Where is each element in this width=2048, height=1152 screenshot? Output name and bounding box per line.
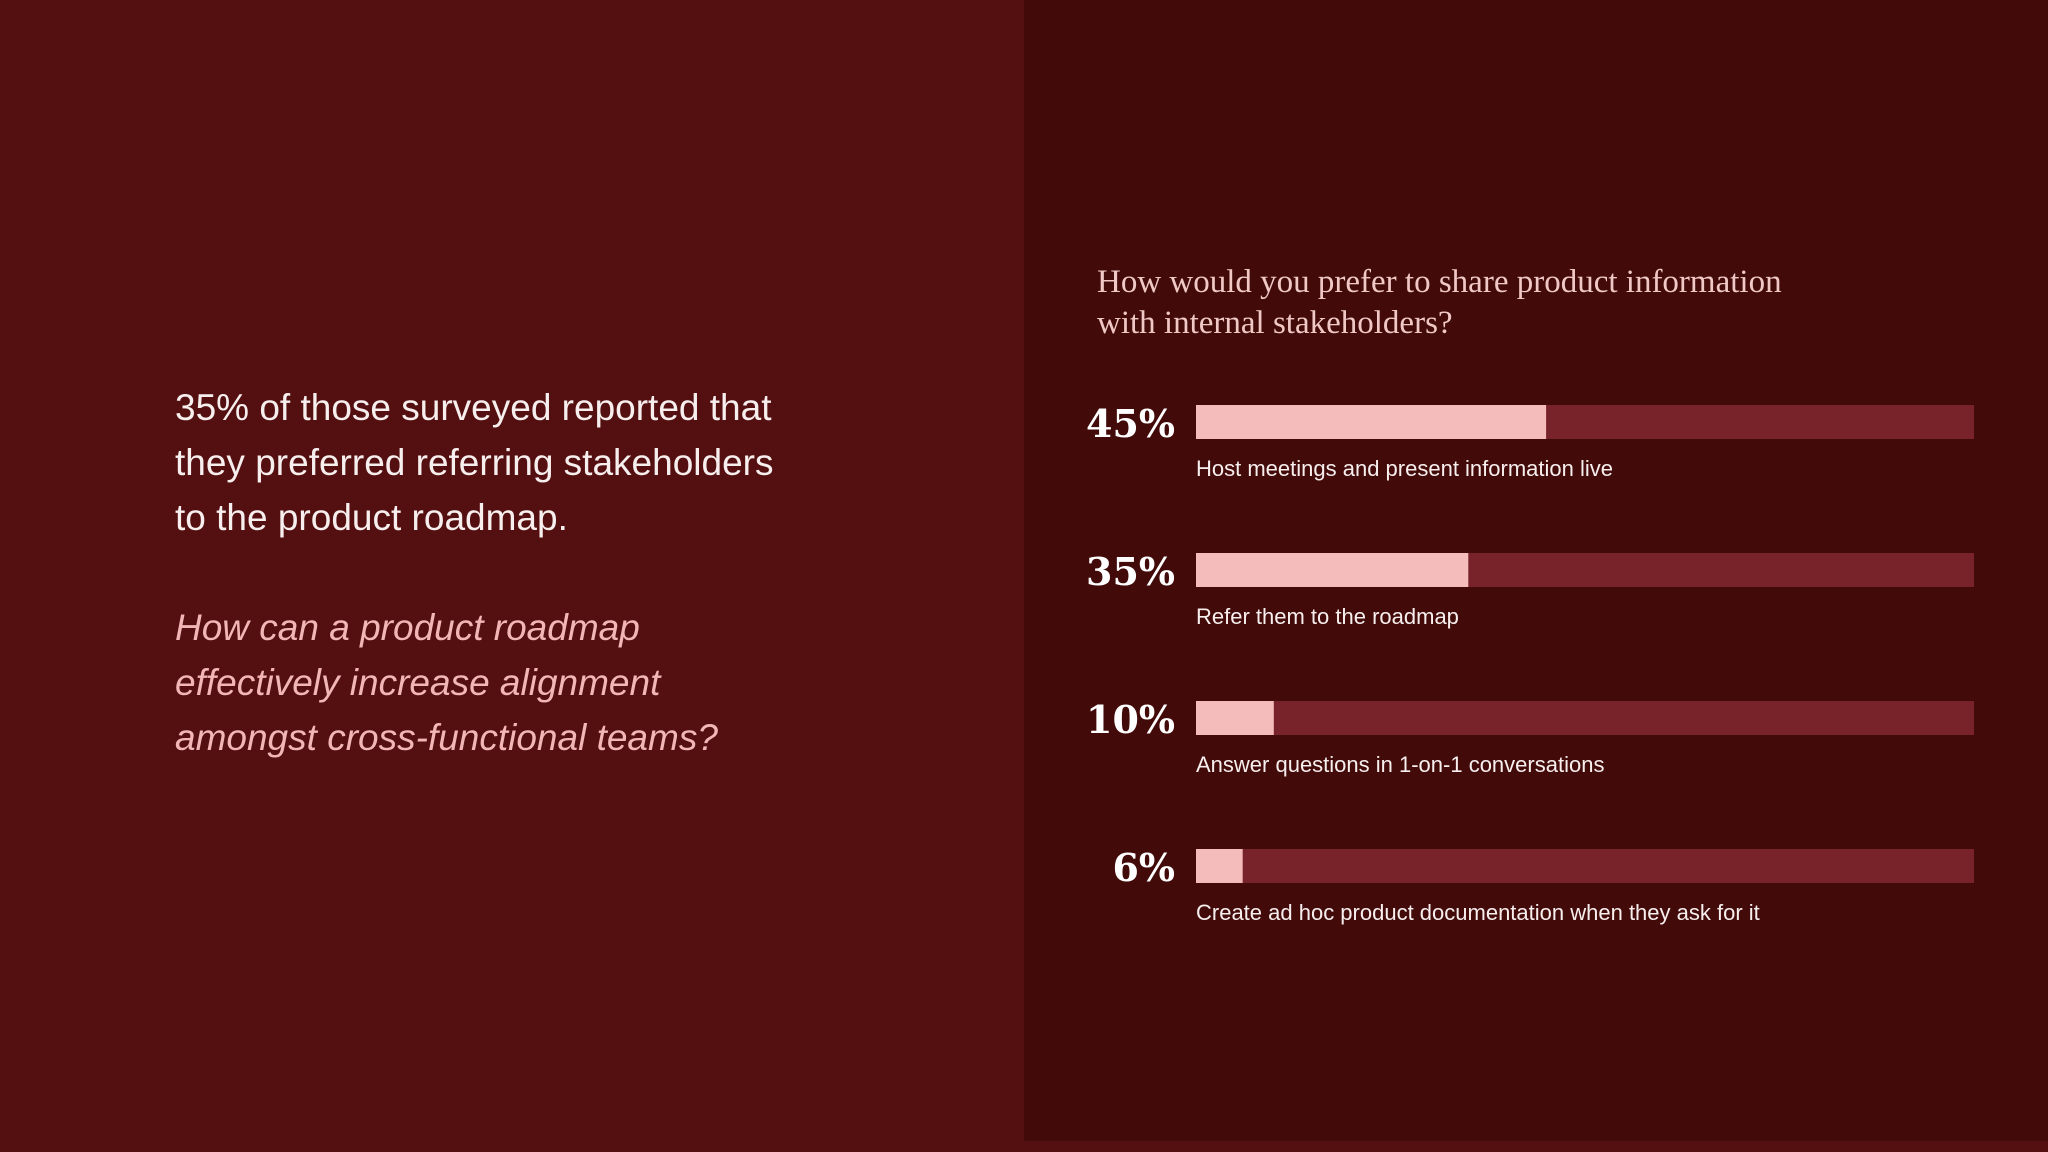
statement-line: to the product roadmap. [175,497,568,538]
bar [1196,553,1469,587]
value-label: 10% [1086,697,1175,742]
value-label: 35% [1086,549,1175,594]
bar-row: 35% Refer them to the roadmap [1086,549,1974,629]
statement-line: they preferred referring stakeholders [175,442,774,483]
bar-track [1196,701,1974,735]
bar-row: 6% Create ad hoc product documentation wh… [1112,845,1974,925]
discussion-question: How can a product roadmap effectively in… [175,600,815,765]
category-label: Answer questions in 1-on-1 conversations [1196,752,1604,777]
category-label: Host meetings and present information li… [1196,456,1613,481]
bar-track [1196,849,1974,883]
statement-line: 35% of those surveyed reported that [175,387,772,428]
chart-title-line: with internal stakeholders? [1097,305,1453,341]
bars-group: 45% Host meetings and present information… [1086,401,1974,925]
bar [1196,405,1547,439]
category-label: Refer them to the roadmap [1196,604,1459,629]
bar [1196,849,1243,883]
question-line: amongst cross-functional teams? [175,717,718,758]
question-line: effectively increase alignment [175,662,661,703]
survey-statement: 35% of those surveyed reported that they… [175,380,895,545]
chart-title-line: How would you prefer to share product in… [1097,264,1782,300]
bar-row: 45% Host meetings and present information… [1086,401,1974,481]
value-label: 45% [1086,401,1175,446]
bar [1196,701,1274,735]
bar-row: 10% Answer questions in 1-on-1 conversati… [1086,697,1974,777]
value-label: 6% [1112,845,1175,890]
left-panel: 35% of those surveyed reported that they… [175,380,895,765]
category-label: Create ad hoc product documentation when… [1196,900,1760,925]
question-line: How can a product roadmap [175,607,640,648]
